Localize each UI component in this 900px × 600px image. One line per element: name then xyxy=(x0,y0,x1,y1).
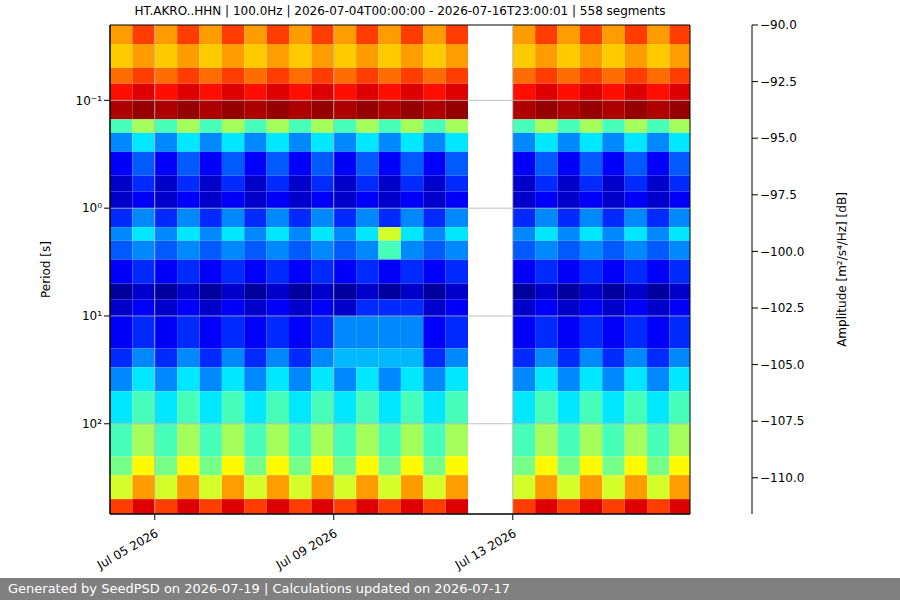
svg-text:Jul 05 2026: Jul 05 2026 xyxy=(94,526,161,573)
svg-text:−102.5: −102.5 xyxy=(760,301,804,315)
html-text:HT.AKRO..HHN | 100.0Hz | 2026-: HT.AKRO..HHN | 100.0Hz | 2026-07-04T00:0… xyxy=(134,4,666,18)
svg-text:Amplitude [m²/s⁴/Hz] [dB]: Amplitude [m²/s⁴/Hz] [dB] xyxy=(835,192,849,347)
svg-text:−92.5: −92.5 xyxy=(760,75,797,89)
svg-text:−95.0: −95.0 xyxy=(760,131,797,145)
svg-text:−107.5: −107.5 xyxy=(760,414,804,428)
svg-text:−105.0: −105.0 xyxy=(760,358,804,372)
svg-text:10¹: 10¹ xyxy=(82,309,102,323)
svg-text:−110.0: −110.0 xyxy=(760,471,804,485)
svg-text:−97.5: −97.5 xyxy=(760,188,797,202)
svg-text:−90.0: −90.0 xyxy=(760,18,797,32)
svg-text:10⁻¹: 10⁻¹ xyxy=(76,94,103,108)
html-text:Generated by SeedPSD on 2026-0: Generated by SeedPSD on 2026-07-19 | Cal… xyxy=(8,581,510,596)
svg-text:Jul 09 2026: Jul 09 2026 xyxy=(273,526,340,573)
svg-text:10⁰: 10⁰ xyxy=(82,201,102,215)
svg-text:10²: 10² xyxy=(82,417,102,431)
svg-text:−100.0: −100.0 xyxy=(760,245,804,259)
svg-text:Period [s]: Period [s] xyxy=(39,241,53,298)
svg-text:Jul 13 2026: Jul 13 2026 xyxy=(452,526,519,573)
